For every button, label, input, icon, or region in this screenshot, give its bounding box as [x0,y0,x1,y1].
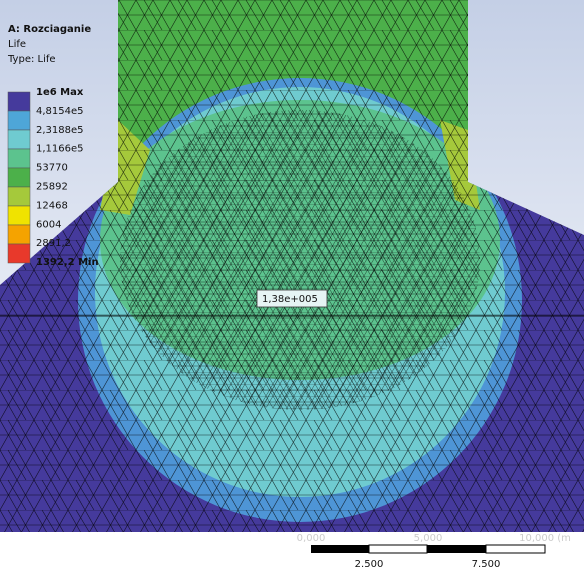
legend-label: 4,8154e5 [36,106,84,117]
legend-swatch [8,206,30,225]
result-title: A: Rozciaganie [8,24,91,35]
scale-top-label: 5,000 [414,533,443,544]
legend-swatch [8,130,30,149]
legend-label: 2891,2 [36,238,71,249]
legend-label: 2,3188e5 [36,125,84,136]
scale-bar [311,545,545,553]
legend-swatch [8,187,30,206]
probe-label: 1,38e+005 [262,294,318,305]
probe: 1,38e+005 [257,290,327,307]
result-type: Type: Life [7,54,56,65]
result-name: Life [8,39,26,50]
legend-label: 1,1166e5 [36,144,84,155]
legend-label: 1392,2 Min [36,257,99,268]
legend-swatch [8,225,30,244]
scale-bottom-label: 7.500 [472,559,501,570]
legend-label: 12468 [36,200,68,211]
legend-swatch [8,92,30,111]
viewport: A: Rozciaganie Life Type: Life 1e6 Max 4,… [0,0,584,573]
scale-bottom-label: 2.500 [355,559,384,570]
legend-label: 25892 [36,182,68,193]
legend-label: 6004 [36,219,61,230]
legend-label: 1e6 Max [36,87,84,98]
legend-swatch [8,244,30,263]
scale-top-label: 10,000 (m [519,533,571,544]
scale-top-label: 0,000 [297,533,326,544]
legend-swatch [8,168,30,187]
legend-label: 53770 [36,163,68,174]
legend-swatch [8,149,30,168]
legend-swatch [8,111,30,130]
